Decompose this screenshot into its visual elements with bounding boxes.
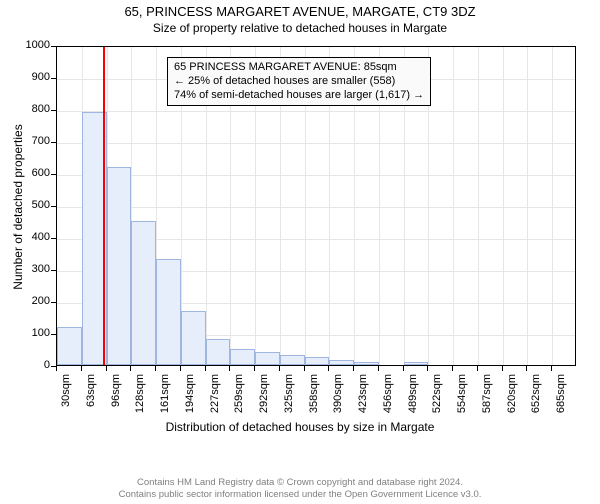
property-marker-line (103, 47, 105, 365)
y-tick-label: 600 (16, 167, 50, 179)
x-tick-label: 390sqm (332, 374, 344, 424)
x-tick-label: 194sqm (184, 374, 196, 424)
x-tick-label: 685sqm (555, 374, 567, 424)
chart-container: Number of detached properties 65 PRINCES… (0, 42, 600, 442)
x-tick-mark (254, 366, 255, 371)
chart-subtitle: Size of property relative to detached ho… (0, 21, 600, 35)
x-tick-label: 423sqm (357, 374, 369, 424)
y-tick-label: 500 (16, 199, 50, 211)
annotation-line: 65 PRINCESS MARGARET AVENUE: 85sqm (174, 61, 424, 75)
x-tick-mark (155, 366, 156, 371)
histogram-bar (404, 362, 429, 365)
y-tick-label: 800 (16, 103, 50, 115)
footer-attribution: Contains HM Land Registry data © Crown c… (0, 477, 600, 500)
y-tick-label: 700 (16, 135, 50, 147)
x-tick-mark (378, 366, 379, 371)
histogram-bar (354, 362, 379, 365)
annotation-line: 74% of semi-detached houses are larger (… (174, 89, 424, 103)
x-tick-label: 96sqm (110, 374, 122, 424)
x-tick-label: 128sqm (134, 374, 146, 424)
x-tick-mark (452, 366, 453, 371)
grid-line-h (57, 111, 575, 112)
grid-line-v (527, 47, 528, 365)
grid-line-h (57, 207, 575, 208)
y-tick-label: 100 (16, 327, 50, 339)
histogram-bar (230, 349, 255, 365)
histogram-bar (329, 360, 354, 365)
x-tick-label: 554sqm (456, 374, 468, 424)
chart-title: 65, PRINCESS MARGARET AVENUE, MARGATE, C… (0, 4, 600, 19)
grid-line-v (503, 47, 504, 365)
histogram-bar (107, 167, 132, 365)
plot-area: 65 PRINCESS MARGARET AVENUE: 85sqm← 25% … (56, 46, 576, 366)
y-tick-mark (51, 110, 56, 111)
x-tick-label: 259sqm (233, 374, 245, 424)
x-tick-label: 325sqm (283, 374, 295, 424)
x-tick-label: 652sqm (530, 374, 542, 424)
histogram-bar (57, 327, 82, 365)
grid-line-v (478, 47, 479, 365)
x-tick-mark (106, 366, 107, 371)
y-tick-mark (51, 142, 56, 143)
grid-line-v (453, 47, 454, 365)
x-tick-label: 489sqm (407, 374, 419, 424)
x-tick-mark (180, 366, 181, 371)
y-tick-mark (51, 206, 56, 207)
y-tick-mark (51, 334, 56, 335)
histogram-bar (181, 311, 206, 365)
histogram-bar (280, 355, 305, 365)
x-tick-mark (526, 366, 527, 371)
y-tick-label: 1000 (16, 39, 50, 51)
annotation-line: ← 25% of detached houses are smaller (55… (174, 75, 424, 89)
x-tick-mark (551, 366, 552, 371)
y-tick-label: 0 (16, 359, 50, 371)
x-tick-mark (229, 366, 230, 371)
x-tick-mark (477, 366, 478, 371)
x-tick-label: 587sqm (481, 374, 493, 424)
y-tick-mark (51, 238, 56, 239)
footer-line-2: Contains public sector information licen… (0, 489, 600, 500)
y-tick-mark (51, 46, 56, 47)
histogram-bar (131, 221, 156, 365)
histogram-bar (156, 259, 181, 365)
annotation-box: 65 PRINCESS MARGARET AVENUE: 85sqm← 25% … (167, 57, 431, 106)
x-tick-mark (328, 366, 329, 371)
x-tick-mark (81, 366, 82, 371)
x-tick-label: 30sqm (60, 374, 72, 424)
x-tick-label: 620sqm (506, 374, 518, 424)
x-tick-mark (304, 366, 305, 371)
y-tick-label: 200 (16, 295, 50, 307)
histogram-bar (305, 357, 330, 365)
grid-line-h (57, 175, 575, 176)
y-tick-mark (51, 174, 56, 175)
x-tick-label: 161sqm (159, 374, 171, 424)
x-tick-mark (403, 366, 404, 371)
x-tick-mark (130, 366, 131, 371)
y-tick-mark (51, 270, 56, 271)
histogram-bar (255, 352, 280, 365)
y-tick-mark (51, 78, 56, 79)
y-tick-mark (51, 302, 56, 303)
footer-line-1: Contains HM Land Registry data © Crown c… (0, 477, 600, 488)
y-tick-label: 400 (16, 231, 50, 243)
y-tick-label: 900 (16, 71, 50, 83)
grid-line-v (552, 47, 553, 365)
histogram-bar (206, 339, 231, 365)
x-tick-mark (353, 366, 354, 371)
x-tick-mark (205, 366, 206, 371)
grid-line-h (57, 143, 575, 144)
x-tick-mark (427, 366, 428, 371)
x-tick-label: 227sqm (209, 374, 221, 424)
x-tick-mark (279, 366, 280, 371)
x-tick-label: 456sqm (382, 374, 394, 424)
x-tick-label: 358sqm (308, 374, 320, 424)
y-tick-label: 300 (16, 263, 50, 275)
x-tick-mark (56, 366, 57, 371)
x-tick-label: 522sqm (431, 374, 443, 424)
x-tick-label: 63sqm (85, 374, 97, 424)
x-tick-label: 292sqm (258, 374, 270, 424)
x-tick-mark (502, 366, 503, 371)
